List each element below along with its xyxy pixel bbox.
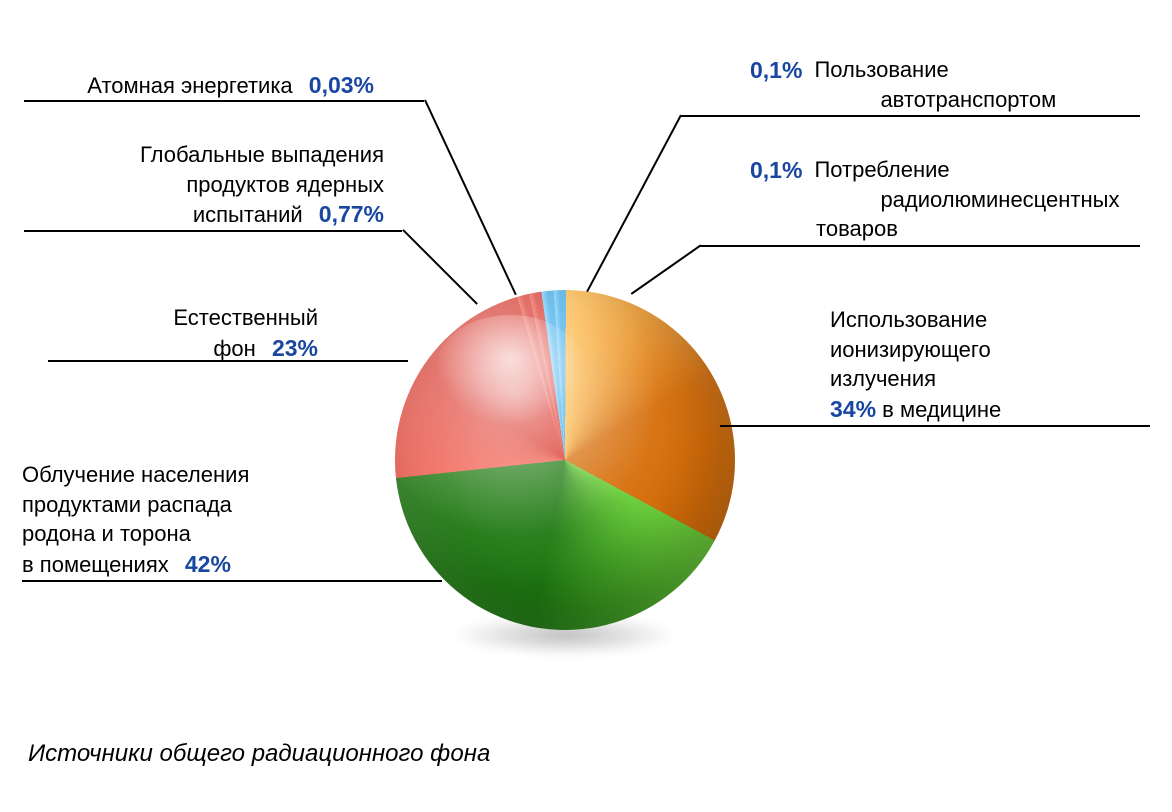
label-auto: 0,1% Пользование автотранспортом [750,55,1130,114]
label-radon-line3: родона и торона [22,521,191,546]
leader-atom-h [24,100,424,102]
pie-chart [395,290,735,630]
pie-disc [395,290,735,630]
label-global-pct: 0,77% [319,201,384,227]
chart-caption: Источники общего радиационного фона [28,740,490,768]
label-natural: Естественный фон 23% [48,303,318,364]
leader-auto-d [586,115,681,292]
label-radon-line4: в помещениях [22,552,169,577]
leader-lumin-h [700,245,1140,247]
label-atom-pct: 0,03% [309,72,374,98]
label-atom-text: Атомная энергетика [87,73,292,98]
label-lumin-pct: 0,1% [750,155,802,186]
label-radon: Облучение населения продуктами распада р… [22,460,352,580]
label-natural-line2: фон [213,336,256,361]
label-atom: Атомная энергетика 0,03% [24,70,374,101]
label-global-line2: продуктов ядерных [186,172,384,197]
label-auto-pct: 0,1% [750,55,802,86]
label-natural-line1: Естественный [173,305,318,330]
leader-auto-h [680,115,1140,117]
label-med-line3: излучения [830,366,936,391]
label-med-line2: ионизирующего [830,337,991,362]
leader-natural-h [48,360,408,362]
label-med-line1: Использование [830,307,987,332]
label-lumin-line3: товаров [816,216,898,241]
label-med-line4: в медицине [882,397,1001,422]
leader-radon-h [22,580,442,582]
label-med-pct: 34% [830,396,876,422]
leader-med-h [720,425,1150,427]
label-natural-pct: 23% [272,335,318,361]
label-auto-line2: автотранспортом [880,87,1056,112]
label-global: Глобальные выпадения продуктов ядерных и… [24,140,384,230]
leader-global-h [24,230,402,232]
label-lumin-line2: радиолюминесцентных [880,187,1119,212]
label-lumin: 0,1% Потребление радиолюминесцентных тов… [750,155,1130,244]
label-radon-line2: продуктами распада [22,492,232,517]
leader-lumin-d [631,244,701,294]
label-lumin-line1: Потребление [814,157,949,182]
label-auto-line1: Пользование [814,57,948,82]
chart-container: Атомная энергетика 0,03% Глобальные выпа… [0,0,1172,812]
label-global-line1: Глобальные выпадения [140,142,384,167]
label-radon-line1: Облучение населения [22,462,249,487]
label-radon-pct: 42% [185,551,231,577]
label-med: Использование ионизирующего излучения 34… [830,305,1150,425]
label-global-line3: испытаний [193,202,303,227]
